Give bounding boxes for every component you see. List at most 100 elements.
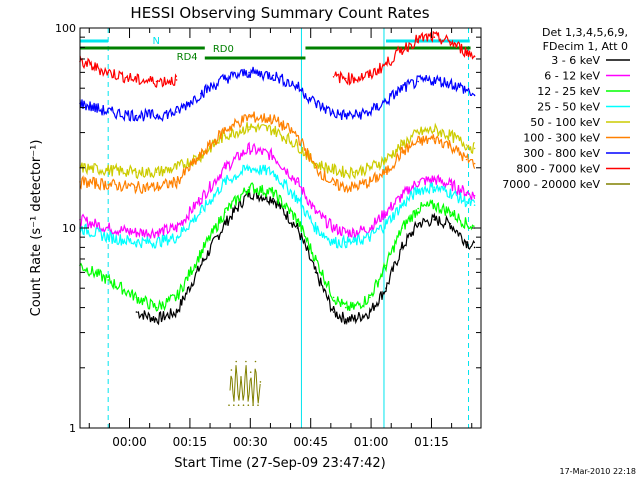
series-layer <box>79 30 476 407</box>
data-point <box>175 236 178 238</box>
data-point <box>449 144 452 146</box>
data-point <box>296 198 299 200</box>
x-tick-label: 00:45 <box>293 435 328 449</box>
data-point <box>200 92 202 95</box>
data-point <box>257 404 259 407</box>
legend-header-line-1: Det 1,3,4,5,6,9, <box>542 26 628 39</box>
series-line <box>79 163 476 249</box>
data-point <box>235 360 237 363</box>
x-tick-label: 01:15 <box>414 435 449 449</box>
data-point <box>385 211 387 213</box>
data-point <box>314 102 317 105</box>
data-point <box>228 404 230 407</box>
data-point <box>473 147 476 150</box>
data-point <box>344 171 347 173</box>
plot-date: 17-Mar-2010 22:18 <box>560 467 637 476</box>
flag-label-n: N <box>152 36 159 47</box>
legend-label: 6 - 12 keV <box>544 70 600 83</box>
data-point <box>401 87 403 89</box>
y-axis-label: Count Rate (s⁻¹ detector⁻¹) <box>29 140 44 317</box>
y-tick-label: 1 <box>69 422 76 435</box>
data-point <box>107 169 109 171</box>
data-point <box>332 112 335 114</box>
data-point <box>369 296 371 299</box>
data-point <box>135 296 138 299</box>
data-point <box>175 181 178 183</box>
legend-label: 300 - 800 keV <box>523 147 600 160</box>
data-point <box>155 186 158 188</box>
data-point <box>155 318 158 321</box>
data-point <box>401 151 403 153</box>
data-point <box>175 111 178 113</box>
data-point <box>449 211 452 213</box>
legend: 3 - 6 keV 6 - 12 keV 12 - 25 keV 25 - 50 ke… <box>502 54 630 191</box>
data-point <box>433 178 436 181</box>
data-point <box>135 171 138 173</box>
data-point <box>175 167 178 169</box>
legend-label: 12 - 25 keV <box>537 85 600 98</box>
y-tick-label: 100 <box>55 22 76 35</box>
data-point <box>417 140 420 143</box>
data-point <box>252 404 254 407</box>
data-point <box>175 311 178 313</box>
data-point <box>353 171 355 173</box>
data-point <box>353 318 355 321</box>
data-point <box>473 162 476 165</box>
data-point <box>473 194 476 197</box>
data-point <box>473 55 476 58</box>
data-point <box>353 77 355 80</box>
axis-layer: 1 10 100 00:00 00:15 00:30 00:45 01:00 01:15 <box>55 22 481 449</box>
data-point <box>385 287 387 290</box>
data-point <box>353 306 355 309</box>
data-point <box>369 74 371 77</box>
data-point <box>224 128 226 131</box>
data-point <box>353 186 355 188</box>
data-point <box>240 376 242 378</box>
data-point <box>248 115 250 118</box>
data-point <box>385 63 387 65</box>
data-point <box>473 246 476 249</box>
data-point <box>272 128 275 131</box>
data-point <box>272 171 275 173</box>
data-point <box>259 381 262 383</box>
data-point <box>175 227 178 229</box>
series-line <box>79 30 476 88</box>
data-point <box>155 171 158 173</box>
series-line <box>79 66 475 122</box>
data-point <box>296 85 299 88</box>
data-point <box>465 89 468 91</box>
series-5 <box>79 111 476 195</box>
data-point <box>155 80 158 83</box>
chart-title: HESSI Observing Summary Count Rates <box>130 4 429 22</box>
series-6 <box>79 66 476 122</box>
series-line <box>79 182 475 312</box>
data-point <box>224 134 226 137</box>
data-point <box>465 144 468 146</box>
data-point <box>417 189 420 191</box>
data-point <box>473 94 476 97</box>
data-point <box>248 186 250 188</box>
data-point <box>107 71 109 74</box>
series-8 <box>228 360 262 407</box>
legend-label: 50 - 100 keV <box>530 116 600 129</box>
data-point <box>245 360 247 363</box>
data-point <box>417 223 420 225</box>
series-0 <box>135 188 476 326</box>
data-point <box>385 223 387 225</box>
legend-label: 25 - 50 keV <box>537 101 600 114</box>
data-point <box>135 311 138 313</box>
data-point <box>200 252 202 254</box>
data-point <box>344 186 347 188</box>
data-point <box>417 80 420 83</box>
data-point <box>314 211 317 213</box>
data-point <box>332 227 335 229</box>
data-point <box>332 169 335 171</box>
y-tick-label: 10 <box>62 222 76 235</box>
data-point <box>401 194 403 197</box>
data-point <box>107 279 109 281</box>
data-point <box>272 74 275 77</box>
data-point <box>155 114 158 117</box>
data-point <box>401 227 403 229</box>
flag-label-rd4: RD4 <box>177 52 198 63</box>
